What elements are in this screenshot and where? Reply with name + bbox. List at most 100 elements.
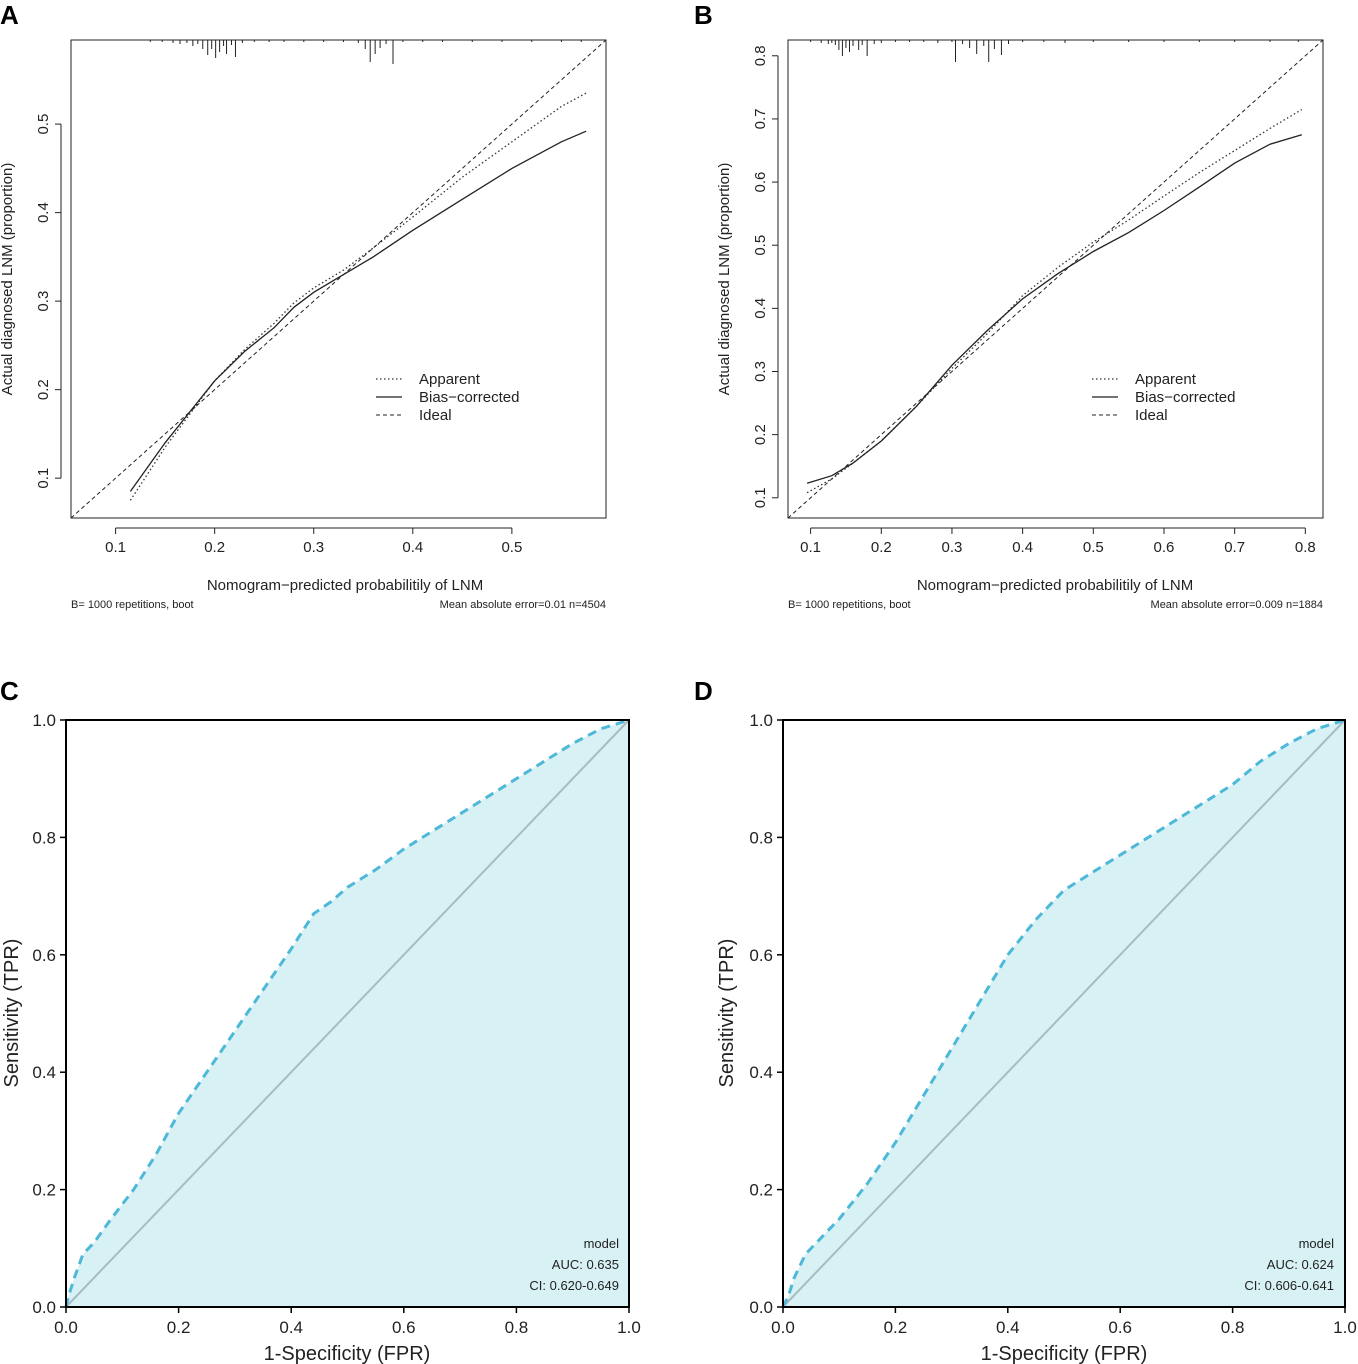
legend-label-bias-corrected-b: Bias−corrected: [1135, 389, 1235, 406]
x-axis-label-d: 1-Specificity (FPR): [981, 1343, 1148, 1364]
x-axis-c: 0.0 0.2 0.4 0.6 0.8 1.0: [54, 1307, 641, 1337]
y-axis-c: 0.0 0.2 0.4 0.6 0.8 1.0: [32, 711, 66, 1317]
y-tick-label: 0.2: [32, 1181, 56, 1200]
y-tick-label: 0.8: [749, 828, 773, 847]
y-axis-label-c: Sensitivity (TPR): [1, 939, 23, 1088]
apparent-curve-b: [806, 108, 1303, 494]
y-axis-b: 0.1 0.2 0.3 0.4 0.5 0.6 0.7 0.8: [752, 45, 779, 508]
ci-label-c: CI: 0.620-0.649: [529, 1278, 619, 1293]
y-tick-label: 0.6: [749, 946, 773, 965]
roc-panel-c: C 0.0 0.2 0.4 0.6 0.8 1.0 0.00.20.40.60.81.0 …: [0, 676, 641, 1364]
roc-layer-c: [64, 718, 630, 1308]
auc-label-d: AUC: 0.624: [1267, 1257, 1334, 1272]
y-tick-label: 1.0: [32, 711, 56, 730]
ideal-curve-b: [788, 40, 1323, 518]
x-axis-d: 0.0 0.2 0.4 0.6 0.8 1.0: [771, 1307, 1357, 1337]
x-axis-a: 0.1 0.2 0.3 0.4 0.5: [105, 527, 522, 556]
legend-b: Apparent Bias−corrected Ideal: [1092, 371, 1235, 424]
plot-frame-c: [65, 719, 630, 1308]
x-tick-label: 0.7: [1224, 539, 1245, 556]
footer-left-b: B= 1000 repetitions, boot: [788, 599, 911, 611]
panel-letter-c: C: [0, 676, 19, 706]
diagonal-reference-line-c: [65, 719, 630, 1308]
calibration-panel-b: B 0.1 0.2 0.3 0.4 0.5 0.6 0.7 0.8 0.10.20.30.40…: [694, 0, 1324, 611]
y-axis-d: 0.0 0.2 0.4 0.6 0.8 1.0: [749, 711, 783, 1317]
y-tick-label: 0.1: [752, 487, 769, 508]
footer-left-a: B= 1000 repetitions, boot: [71, 599, 194, 611]
x-tick-label: 0.3: [942, 539, 963, 556]
y-axis-label-a: Actual diagnosed LNM (proportion): [0, 163, 16, 396]
y-axis-label-b: Actual diagnosed LNM (proportion): [716, 163, 733, 396]
x-tick-label: 0.0: [54, 1318, 78, 1337]
x-tick-label: 0.2: [871, 539, 892, 556]
x-tick-label: 0.6: [392, 1318, 416, 1337]
bias-corrected-curve-a: [129, 130, 587, 492]
legend-c: model AUC: 0.635 CI: 0.620-0.649: [529, 1236, 619, 1293]
y-tick-label: 0.4: [749, 1063, 773, 1082]
ci-label-d: CI: 0.606-0.641: [1244, 1278, 1334, 1293]
x-tick-label: 0.4: [279, 1318, 303, 1337]
x-tick-label: 0.6: [1154, 539, 1175, 556]
bias-corrected-curve-b: [806, 134, 1302, 484]
legend-title-c: model: [584, 1236, 620, 1251]
footer-right-a: Mean absolute error=0.01 n=4504: [440, 599, 606, 611]
legend-label-bias-corrected-a: Bias−corrected: [419, 389, 519, 406]
x-tick-label: 0.2: [204, 539, 225, 556]
y-tick-label: 0.5: [752, 235, 769, 256]
x-tick-label: 0.2: [884, 1318, 908, 1337]
y-tick-label: 0.6: [752, 172, 769, 193]
x-tick-label: 0.1: [800, 539, 821, 556]
x-tick-label: 0.4: [1012, 539, 1033, 556]
x-tick-label: 0.4: [402, 539, 423, 556]
y-tick-label: 0.2: [752, 424, 769, 445]
y-tick-label: 0.4: [35, 202, 52, 223]
x-axis-label-b: Nomogram−predicted probabilitily of LNM: [917, 577, 1193, 594]
x-tick-label: 0.8: [1295, 539, 1316, 556]
legend-a: Apparent Bias−corrected Ideal: [376, 371, 519, 424]
x-tick-label: 0.3: [303, 539, 324, 556]
x-tick-label: 0.5: [1083, 539, 1104, 556]
x-tick-label: 0.4: [996, 1318, 1020, 1337]
roc-curve-c: [64, 718, 630, 1308]
rug-layer-a: [149, 40, 582, 64]
roc-panel-d: D 0.0 0.2 0.4 0.6 0.8 1.0 0.00.20.40.60.81.0 …: [694, 676, 1357, 1364]
panel-letter-d: D: [694, 676, 713, 706]
x-tick-label: 0.1: [105, 539, 126, 556]
y-tick-label: 0.8: [752, 45, 769, 66]
legend-label-ideal-b: Ideal: [1135, 407, 1168, 424]
y-tick-label: 0.3: [35, 291, 52, 312]
x-tick-label: 0.8: [505, 1318, 529, 1337]
panel-letter-a: A: [0, 0, 19, 30]
plot-frame-b: [787, 39, 1324, 519]
auc-label-c: AUC: 0.635: [552, 1257, 619, 1272]
calibration-panel-a: A 0.1 0.2 0.3 0.4 0.5 0.1 0.2 0.3 0.4 0.5 Nomogr…: [0, 0, 607, 611]
y-tick-label: 1.0: [749, 711, 773, 730]
y-tick-label: 0.4: [752, 298, 769, 319]
y-tick-label: 0.2: [749, 1181, 773, 1200]
y-tick-label: 0.1: [35, 468, 52, 489]
plot-frame-a: [70, 39, 607, 519]
y-tick-label: 0.8: [32, 828, 56, 847]
panel-letter-b: B: [694, 0, 713, 30]
x-tick-label: 0.2: [167, 1318, 191, 1337]
y-tick-label: 0.6: [32, 946, 56, 965]
y-tick-label: 0.5: [35, 114, 52, 135]
roc-curve-d: [781, 718, 1346, 1308]
x-axis-label-c: 1-Specificity (FPR): [264, 1343, 431, 1364]
x-tick-label: 1.0: [1333, 1318, 1357, 1337]
y-axis-a: 0.1 0.2 0.3 0.4 0.5: [35, 114, 62, 489]
y-axis-label-d: Sensitivity (TPR): [716, 939, 738, 1088]
apparent-curve-a: [129, 92, 587, 501]
y-tick-label: 0.2: [35, 379, 52, 400]
x-axis-label-a: Nomogram−predicted probabilitily of LNM: [207, 577, 483, 594]
legend-label-apparent-b: Apparent: [1135, 371, 1197, 388]
roc-layer-d: [781, 718, 1346, 1308]
curve-layer-a: [71, 40, 606, 518]
curve-layer-b: [788, 40, 1323, 518]
y-tick-label: 0.0: [749, 1298, 773, 1317]
x-tick-label: 0.5: [501, 539, 522, 556]
legend-label-apparent-a: Apparent: [419, 371, 481, 388]
legend-title-d: model: [1299, 1236, 1335, 1251]
y-tick-label: 0.0: [32, 1298, 56, 1317]
